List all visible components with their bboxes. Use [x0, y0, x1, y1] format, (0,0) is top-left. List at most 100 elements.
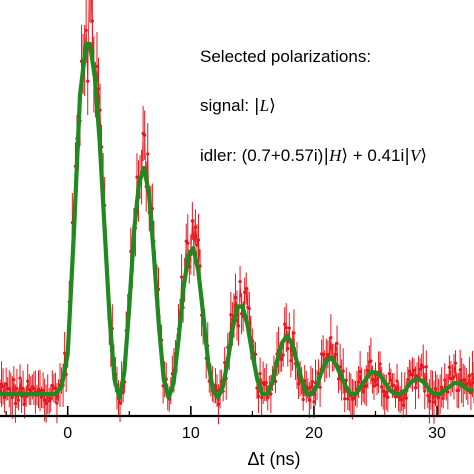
data-point [118, 401, 122, 405]
data-point [312, 400, 316, 404]
signal-state: L [259, 96, 270, 115]
data-point [18, 376, 22, 380]
data-point [343, 397, 347, 401]
data-point [284, 326, 288, 330]
idler-state-h: H [329, 146, 342, 165]
data-point [21, 386, 25, 390]
x-axis-ticks: 0 10 20 30 [5, 406, 446, 442]
data-point [1, 384, 5, 389]
data-point [366, 368, 370, 373]
data-point [247, 306, 251, 311]
data-point [452, 375, 456, 379]
data-point [4, 382, 8, 386]
data-point [384, 390, 388, 394]
x-axis-title: Δt (ns) [247, 449, 300, 469]
data-point [238, 279, 242, 284]
data-point [32, 386, 36, 390]
data-point [398, 398, 402, 402]
data-point [381, 389, 385, 393]
fit-curve-series [0, 41, 474, 400]
data-point [16, 398, 21, 402]
x-tick-label: 20 [305, 425, 323, 442]
data-point [333, 352, 338, 356]
idler-state-v: V [409, 146, 421, 165]
signal-prefix: signal: [200, 96, 254, 115]
data-point [321, 352, 325, 357]
data-point [341, 369, 345, 373]
data-point [387, 372, 391, 376]
data-point [281, 353, 285, 357]
data-point [310, 380, 315, 384]
data-point [44, 401, 48, 406]
data-point [464, 382, 468, 386]
data-point [39, 395, 44, 399]
idler-prefix: idler: (0.7+0.57i) [200, 146, 324, 165]
data-point [457, 388, 461, 393]
polarization-heading: Selected polarizations: [200, 47, 371, 67]
data-point [432, 400, 436, 404]
data-point [370, 377, 375, 382]
data-point [412, 368, 416, 372]
data-point [280, 357, 284, 362]
data-point [15, 386, 19, 391]
ket-v-right-angle: ⟩ [420, 146, 427, 166]
data-point [358, 369, 362, 374]
data-point [329, 336, 333, 340]
data-point [50, 383, 54, 388]
data-point [41, 388, 45, 392]
data-point [233, 296, 238, 300]
polarization-heading-text: Selected polarizations: [200, 47, 372, 66]
data-point [447, 365, 451, 369]
data-point [243, 290, 247, 294]
data-point [13, 401, 17, 406]
data-point [26, 379, 30, 383]
data-point [423, 389, 427, 393]
data-point [283, 322, 287, 326]
data-point [301, 397, 305, 402]
data-point [309, 385, 313, 389]
data-point [361, 390, 365, 394]
data-point [375, 383, 379, 387]
data-point [29, 389, 33, 393]
ket-left-bar: | [253, 96, 260, 116]
data-point [389, 378, 393, 382]
data-point [463, 378, 467, 382]
data-point [369, 359, 373, 363]
data-point [467, 373, 471, 378]
data-point [380, 385, 384, 389]
data-point [441, 396, 445, 401]
x-tick-label: 0 [63, 425, 72, 442]
data-point [90, 19, 94, 23]
signal-annotation: signal: |L⟩ [200, 96, 276, 116]
idler-annotation: idler: (0.7+0.57i)|H⟩ + 0.41i|V⟩ [200, 146, 427, 166]
data-point [421, 365, 425, 369]
data-point [256, 394, 261, 398]
data-point [10, 395, 14, 400]
data-point [186, 241, 190, 245]
data-point [470, 372, 474, 376]
data-point [63, 351, 67, 355]
data-point [190, 219, 194, 223]
data-point [286, 346, 290, 351]
data-point [413, 386, 418, 390]
data-point [55, 401, 59, 405]
idler-mid: + 0.41i [347, 146, 405, 165]
data-point [356, 380, 361, 384]
data-point [49, 396, 53, 400]
data-point [229, 313, 233, 317]
data-point [213, 384, 218, 388]
data-point [346, 397, 350, 401]
data-point [23, 402, 27, 406]
data-point [458, 368, 462, 372]
data-point [453, 361, 458, 365]
data-point [424, 365, 428, 369]
data-point [410, 372, 415, 377]
data-point [440, 385, 444, 389]
data-point [383, 394, 387, 398]
data-point [437, 396, 441, 400]
data-point [269, 392, 273, 396]
data-point [352, 396, 356, 400]
data-point [43, 398, 47, 402]
data-point [216, 402, 221, 406]
